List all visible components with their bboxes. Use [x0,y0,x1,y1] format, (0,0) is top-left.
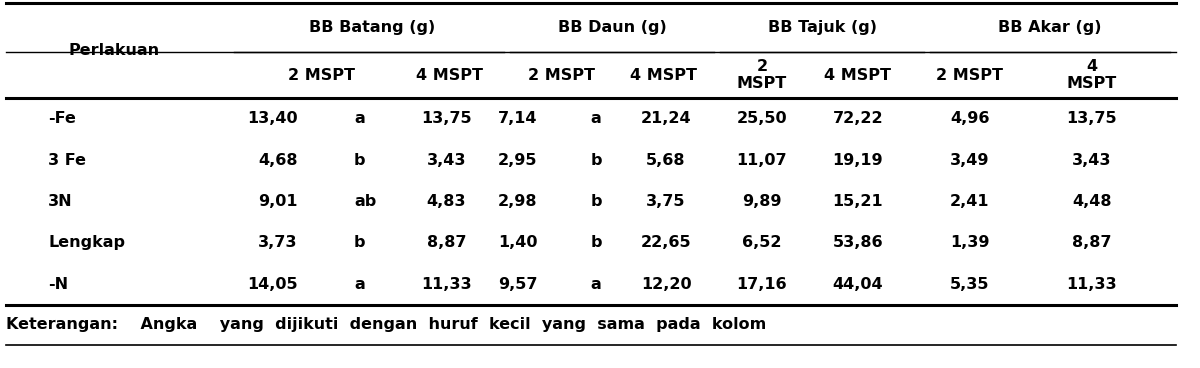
Text: BB Tajuk (g): BB Tajuk (g) [768,20,876,35]
Text: 21,24: 21,24 [641,111,691,126]
Text: a: a [354,277,365,292]
Text: 4 MSPT: 4 MSPT [824,67,892,82]
Text: 4,68: 4,68 [258,153,298,167]
Text: Keterangan:    Angka    yang  dijikuti  dengan  huruf  kecil  yang  sama  pada  : Keterangan: Angka yang dijikuti dengan h… [6,318,767,333]
Text: 11,33: 11,33 [1067,277,1117,292]
Text: b: b [354,236,366,250]
Text: 5,35: 5,35 [950,277,989,292]
Text: 8,87: 8,87 [1073,236,1111,250]
Text: 4
MSPT: 4 MSPT [1067,59,1117,91]
Text: 72,22: 72,22 [833,111,883,126]
Text: 1,40: 1,40 [498,236,538,250]
Text: 53,86: 53,86 [833,236,883,250]
Text: -Fe: -Fe [48,111,76,126]
Text: BB Batang (g): BB Batang (g) [308,20,436,35]
Text: 3,43: 3,43 [1073,153,1111,167]
Text: b: b [354,153,366,167]
Text: 8,87: 8,87 [427,236,466,250]
Text: a: a [590,277,601,292]
Text: 2,98: 2,98 [498,194,538,209]
Text: 25,50: 25,50 [737,111,787,126]
Text: 2,95: 2,95 [498,153,538,167]
Text: 5,68: 5,68 [647,153,685,167]
Text: Perlakuan: Perlakuan [68,43,160,58]
Text: b: b [590,194,602,209]
Text: 2 MSPT: 2 MSPT [288,67,355,82]
Text: 3N: 3N [48,194,73,209]
Text: 2
MSPT: 2 MSPT [737,59,787,91]
Text: 4,48: 4,48 [1073,194,1111,209]
Text: 2,41: 2,41 [950,194,989,209]
Text: 4,83: 4,83 [427,194,466,209]
Text: 9,57: 9,57 [498,277,538,292]
Text: b: b [590,236,602,250]
Text: 2 MSPT: 2 MSPT [528,67,595,82]
Text: 3,75: 3,75 [647,194,685,209]
Text: 14,05: 14,05 [247,277,298,292]
Text: 11,33: 11,33 [421,277,472,292]
Text: 44,04: 44,04 [833,277,883,292]
Text: 3,49: 3,49 [950,153,989,167]
Text: ab: ab [354,194,377,209]
Text: 13,75: 13,75 [1067,111,1117,126]
Text: BB Daun (g): BB Daun (g) [558,20,666,35]
Text: 4 MSPT: 4 MSPT [416,67,484,82]
Text: 3,73: 3,73 [258,236,298,250]
Text: 17,16: 17,16 [737,277,787,292]
Text: 22,65: 22,65 [641,236,691,250]
Text: 7,14: 7,14 [498,111,538,126]
Text: b: b [590,153,602,167]
Text: 19,19: 19,19 [833,153,883,167]
Text: a: a [590,111,601,126]
Text: -N: -N [48,277,68,292]
Text: 12,20: 12,20 [641,277,691,292]
Text: 3,43: 3,43 [427,153,466,167]
Text: 4,96: 4,96 [950,111,989,126]
Text: 9,89: 9,89 [743,194,781,209]
Text: 11,07: 11,07 [737,153,787,167]
Text: 3 Fe: 3 Fe [48,153,86,167]
Text: 6,52: 6,52 [743,236,781,250]
Text: 1,39: 1,39 [950,236,989,250]
Text: BB Akar (g): BB Akar (g) [998,20,1102,35]
Text: 13,75: 13,75 [421,111,472,126]
Text: 4 MSPT: 4 MSPT [630,67,697,82]
Text: 15,21: 15,21 [833,194,883,209]
Text: Lengkap: Lengkap [48,236,125,250]
Text: 13,40: 13,40 [247,111,298,126]
Text: 2 MSPT: 2 MSPT [936,67,1003,82]
Text: 9,01: 9,01 [258,194,298,209]
Text: a: a [354,111,365,126]
